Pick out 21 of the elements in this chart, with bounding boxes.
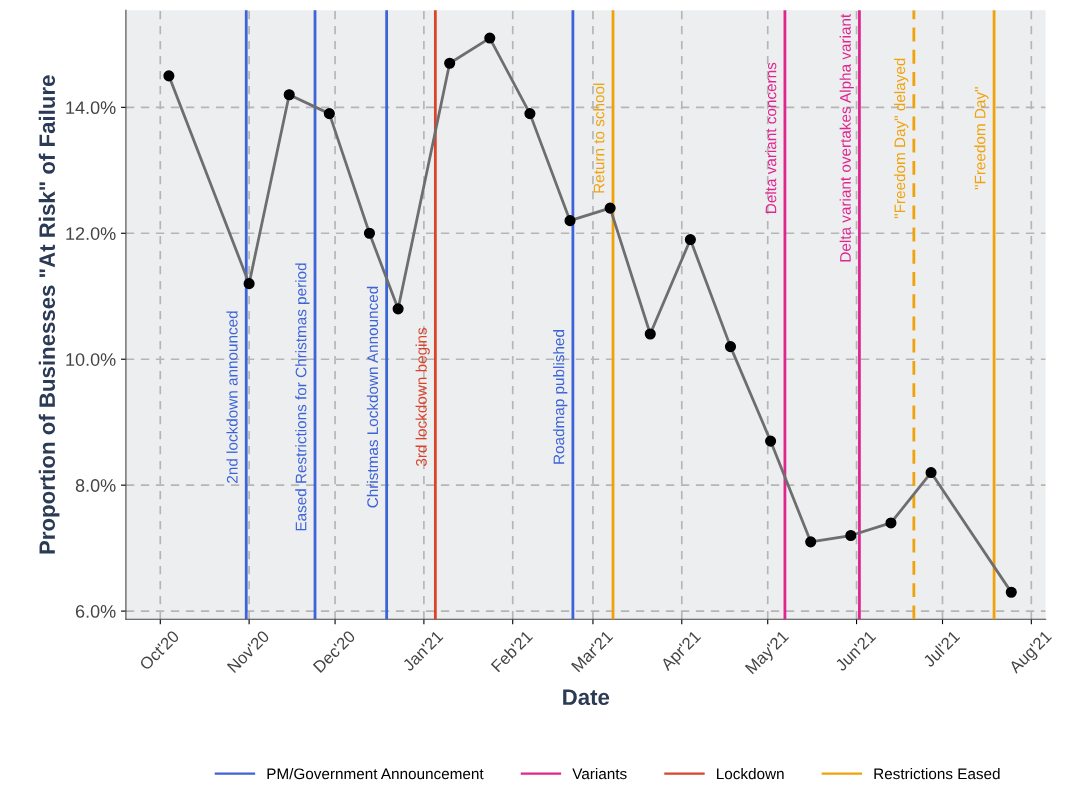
ref-line-label: Christmas Lockdown Announced: [366, 286, 379, 508]
ref-line-label: 3rd lockdown begins: [415, 327, 430, 467]
ref-line-label: "Freedom Day": [974, 87, 989, 190]
y-tick-label: 12.0%: [66, 227, 116, 240]
y-tick-label: 14.0%: [66, 101, 116, 115]
x-axis-title: Date: [563, 689, 610, 706]
ref-line-label: Eased Restrictions for Christmas period: [295, 263, 310, 531]
y-axis-title: Proportion of Businesses "At Risk" of Failure: [38, 75, 60, 554]
y-tick-label: 10.0%: [66, 353, 116, 366]
ref-line-label: Return to school: [593, 83, 605, 193]
y-tick-label: 6.0%: [75, 605, 116, 618]
legend-label: Variants: [572, 768, 627, 780]
legend-label: Lockdown: [717, 768, 784, 780]
legend-label: Restrictions Eased: [874, 768, 1000, 780]
legend-label: PM/Government Announcement: [267, 768, 484, 780]
ref-line-label: "Freedom Day" delayed: [894, 58, 909, 219]
ref-line-label: Roadmap published: [553, 330, 568, 464]
ref-line-label: 2nd lockdown announced: [226, 311, 238, 483]
ref-line-label: Delta variant overtakes Alpha variant: [839, 13, 854, 262]
ref-line-label: Delta variant concerns: [765, 62, 777, 213]
y-tick-label: 8.0%: [75, 479, 116, 492]
